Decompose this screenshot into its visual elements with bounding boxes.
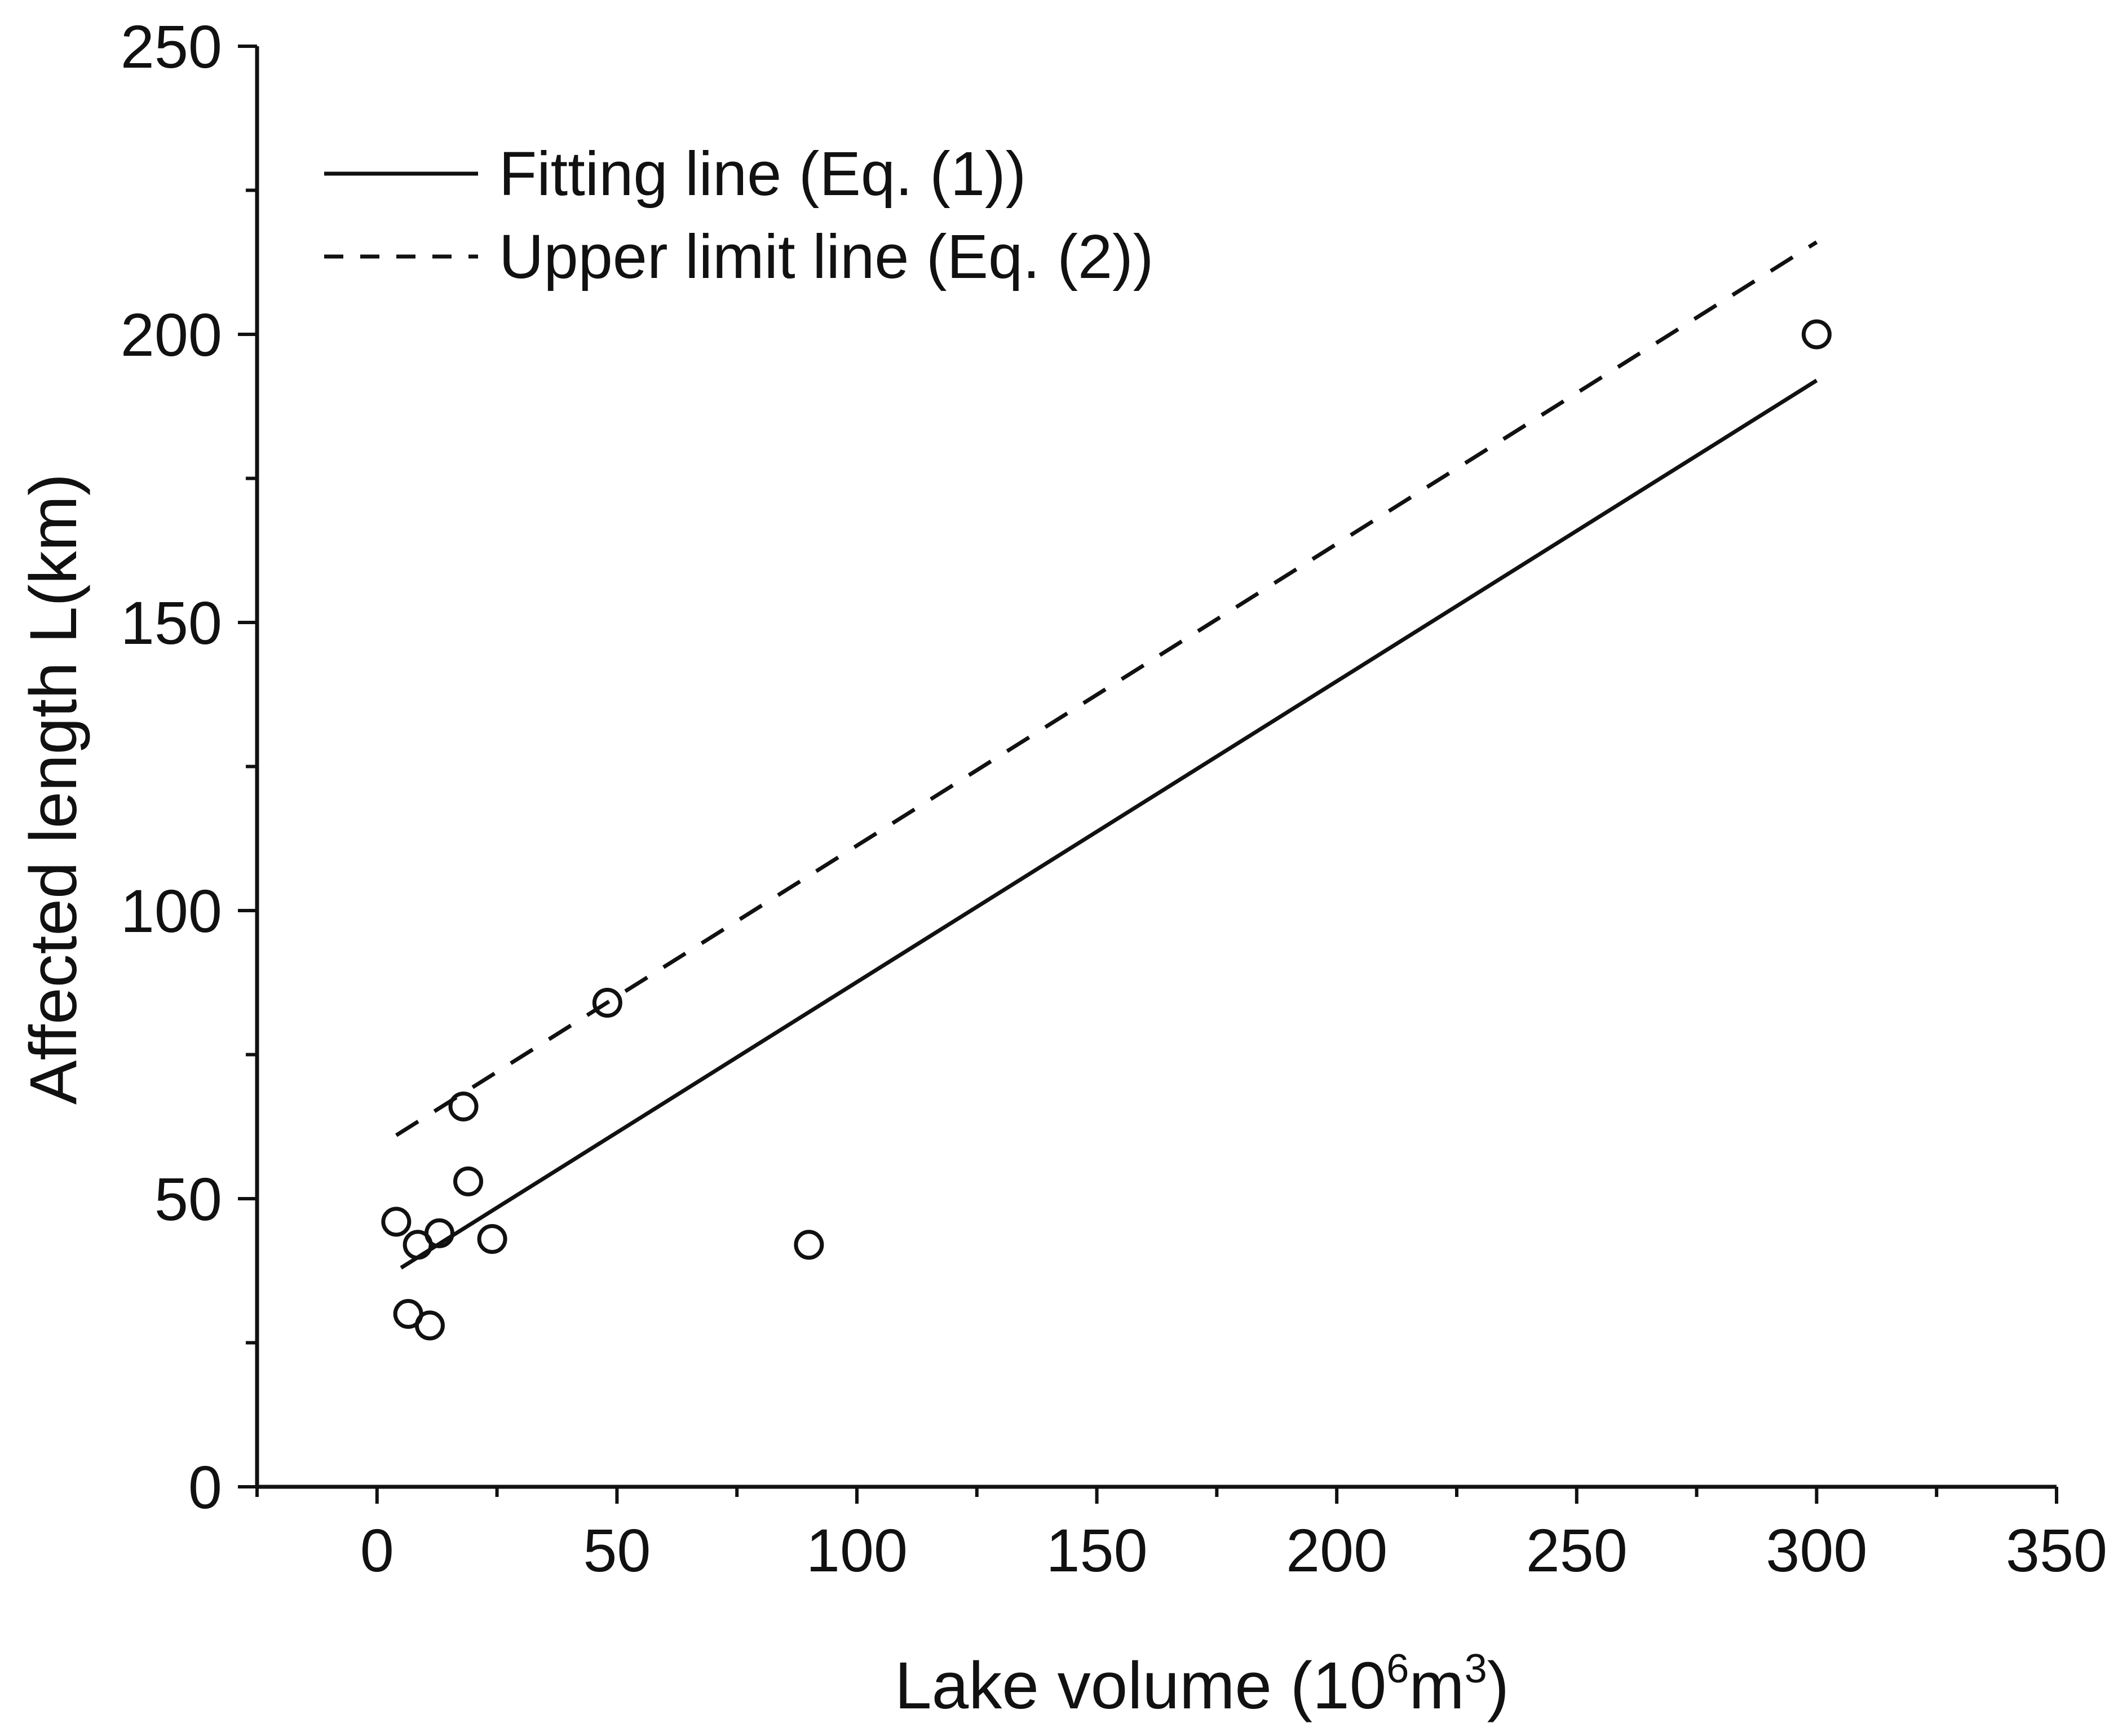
data-point <box>453 1166 484 1196</box>
legend-label-fitting: Fitting line (Eq. (1)) <box>499 139 1026 209</box>
data-point <box>1801 319 1832 350</box>
data-point <box>424 1218 454 1248</box>
legend: Fitting line (Eq. (1)) Upper limit line (… <box>324 139 1153 291</box>
x-tick-label: 150 <box>1046 1516 1147 1584</box>
y-tick-label: 150 <box>121 589 222 657</box>
x-axis-title-prefix: Lake volume (10 <box>895 1649 1386 1723</box>
data-point <box>592 988 622 1018</box>
x-tick-label: 50 <box>583 1516 651 1584</box>
x-axis-title-sup1: 6 <box>1386 1646 1409 1691</box>
y-tick-label: 0 <box>188 1453 222 1521</box>
fitting-line <box>400 378 1818 1270</box>
axis-titles: Lake volume (106m3) Affected length L(km… <box>16 474 1509 1723</box>
x-tick-label: 300 <box>1766 1516 1867 1584</box>
x-axis-title-suffix: ) <box>1487 1649 1509 1723</box>
y-tick-label: 200 <box>121 301 222 369</box>
x-tick-label: 100 <box>806 1516 908 1584</box>
y-axis-title: Affected length L(km) <box>16 474 91 1105</box>
x-tick-label: 350 <box>2006 1516 2107 1584</box>
x-axis-title: Lake volume (106m3) <box>895 1646 1509 1723</box>
data-point <box>414 1310 445 1341</box>
data-point <box>448 1091 479 1121</box>
x-axis-title-sup2: 3 <box>1465 1646 1487 1691</box>
data-point <box>381 1207 412 1237</box>
axes: 0 50 100 150 200 250 300 350 0 50 100 150 200 250 <box>121 12 2107 1584</box>
x-tick-label: 200 <box>1286 1516 1387 1584</box>
upper-limit-line <box>395 240 1818 1137</box>
series-layer <box>381 240 1832 1341</box>
y-tick-label: 50 <box>154 1165 222 1233</box>
data-point <box>477 1224 507 1254</box>
x-tick-label: 250 <box>1526 1516 1628 1584</box>
data-point <box>794 1230 824 1260</box>
y-tick-label: 250 <box>121 12 222 81</box>
x-tick-label: 0 <box>360 1516 394 1584</box>
x-axis-title-mid: m <box>1409 1649 1464 1723</box>
legend-label-upper-limit: Upper limit line (Eq. (2)) <box>499 222 1153 291</box>
y-tick-label: 100 <box>121 877 222 945</box>
